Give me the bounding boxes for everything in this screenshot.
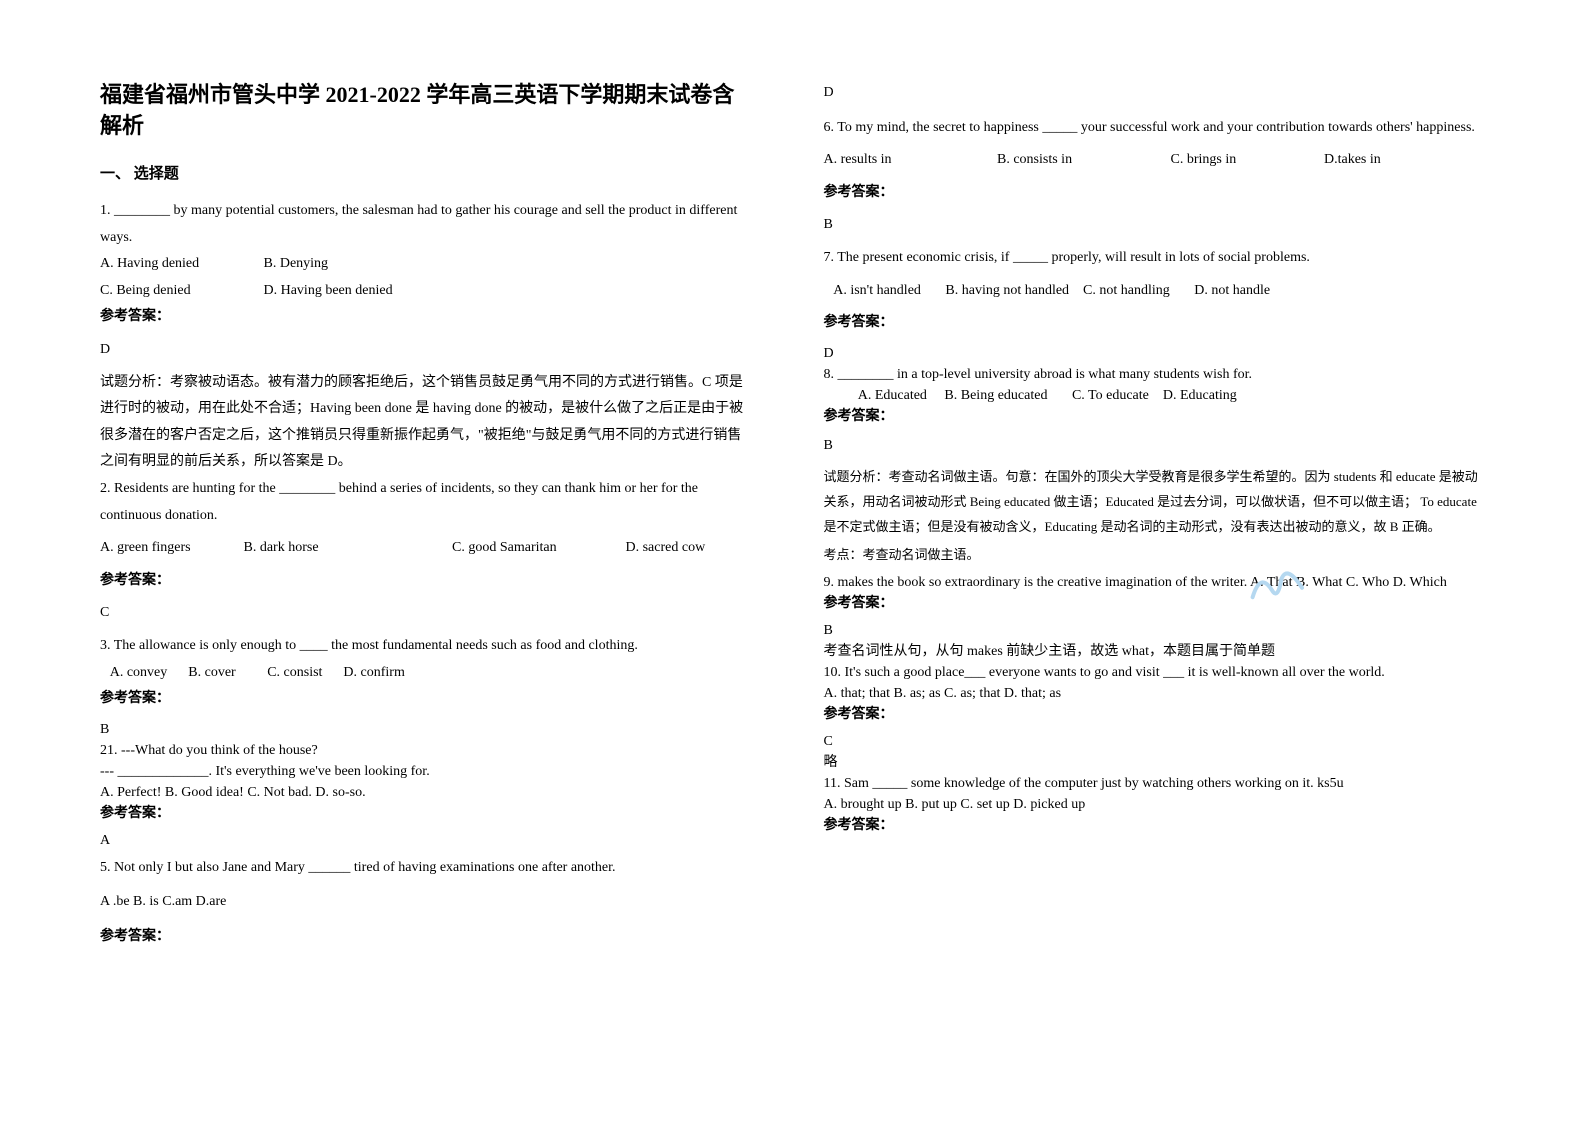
q1-options-row1: A. Having denied B. Denying [100, 251, 744, 278]
q1-optA: A. Having denied [100, 251, 260, 278]
q3-options: A. convey B. cover C. consist D. confirm [100, 660, 744, 687]
q3-answer: B [100, 719, 744, 740]
q4-options: A. Perfect! B. Good idea! C. Not bad. D.… [100, 782, 744, 803]
q11-stem: 11. Sam _____ some knowledge of the comp… [824, 773, 1488, 794]
q4-answer-label: 参考答案： [100, 803, 744, 824]
q5-answer: D [824, 80, 1488, 107]
q2-optC: C. good Samaritan [452, 535, 622, 562]
q6-optC: C. brings in [1171, 147, 1321, 174]
q10-options: A. that; that B. as; as C. as; that D. t… [824, 683, 1488, 704]
q1-answer-label: 参考答案： [100, 304, 744, 331]
q1-explanation: 试题分析：考察被动语态。被有潜力的顾客拒绝后，这个销售员鼓足勇气用不同的方式进行… [100, 370, 744, 476]
q9-stem: 9. makes the book so extraordinary is th… [824, 572, 1488, 593]
section-header: 一、 选择题 [100, 160, 744, 189]
q8-explanation1: 试题分析：考查动名词做主语。句意：在国外的顶尖大学受教育是很多学生希望的。因为 … [824, 465, 1488, 539]
q2-answer-label: 参考答案： [100, 568, 744, 595]
q2-optB: B. dark horse [244, 535, 449, 562]
q2-optD: D. sacred cow [626, 535, 706, 562]
q1-optB: B. Denying [264, 256, 329, 271]
q7-stem: 7. The present economic crisis, if _____… [824, 245, 1488, 272]
q3-stem: 3. The allowance is only enough to ____ … [100, 633, 744, 660]
q5-options: A .be B. is C.am D.are [100, 889, 744, 916]
q7-options: A. isn't handled B. having not handled C… [824, 278, 1488, 305]
q6-optB: B. consists in [997, 147, 1167, 174]
q2-options: A. green fingers B. dark horse C. good S… [100, 535, 744, 562]
q6-stem: 6. To my mind, the secret to happiness _… [824, 115, 1488, 142]
q1-optD: D. Having been denied [264, 283, 393, 298]
q1-options-row2: C. Being denied D. Having been denied [100, 278, 744, 305]
q7-answer: D [824, 343, 1488, 364]
q8-answer-label: 参考答案： [824, 406, 1488, 427]
q10-answer: C [824, 731, 1488, 752]
q6-optA: A. results in [824, 147, 994, 174]
q8-answer: B [824, 433, 1488, 460]
q9-answer: B [824, 620, 1488, 641]
q8-explanation2: 考点：考查动名词做主语。 [824, 543, 1488, 568]
q2-stem: 2. Residents are hunting for the _______… [100, 476, 744, 529]
q4-answer: A [100, 830, 744, 851]
q6-options: A. results in B. consists in C. brings i… [824, 147, 1488, 174]
q2-answer: C [100, 600, 744, 627]
q4-line1: 21. ---What do you think of the house? [100, 740, 744, 761]
q9-answer-label: 参考答案： [824, 593, 1488, 614]
q5-stem: 5. Not only I but also Jane and Mary ___… [100, 855, 744, 882]
q4-line2: --- _____________. It's everything we've… [100, 761, 744, 782]
q1-optC: C. Being denied [100, 278, 260, 305]
exam-title: 福建省福州市管头中学 2021-2022 学年高三英语下学期期末试卷含解析 [100, 80, 744, 142]
q6-answer-label: 参考答案： [824, 180, 1488, 207]
left-column: 福建省福州市管头中学 2021-2022 学年高三英语下学期期末试卷含解析 一、… [0, 0, 794, 1122]
q1-answer: D [100, 337, 744, 364]
q3-answer-label: 参考答案： [100, 686, 744, 713]
q5-answer-label: 参考答案： [100, 924, 744, 951]
q6-optD: D.takes in [1324, 147, 1381, 174]
right-column: D 6. To my mind, the secret to happiness… [794, 0, 1587, 1122]
q7-answer-label: 参考答案： [824, 310, 1488, 337]
q11-options: A. brought up B. put up C. set up D. pic… [824, 794, 1488, 815]
q10-skip: 略 [824, 752, 1488, 773]
q11-answer-label: 参考答案： [824, 815, 1488, 836]
q8-options: A. Educated B. Being educated C. To educ… [824, 385, 1488, 406]
q10-answer-label: 参考答案： [824, 704, 1488, 725]
q2-optA: A. green fingers [100, 535, 240, 562]
q6-answer: B [824, 212, 1488, 239]
q10-stem: 10. It's such a good place___ everyone w… [824, 662, 1488, 683]
q9-explanation: 考查名词性从句，从句 makes 前缺少主语，故选 what，本题目属于简单题 [824, 641, 1488, 662]
q1-stem: 1. ________ by many potential customers,… [100, 198, 744, 251]
q8-stem: 8. ________ in a top-level university ab… [824, 364, 1488, 385]
